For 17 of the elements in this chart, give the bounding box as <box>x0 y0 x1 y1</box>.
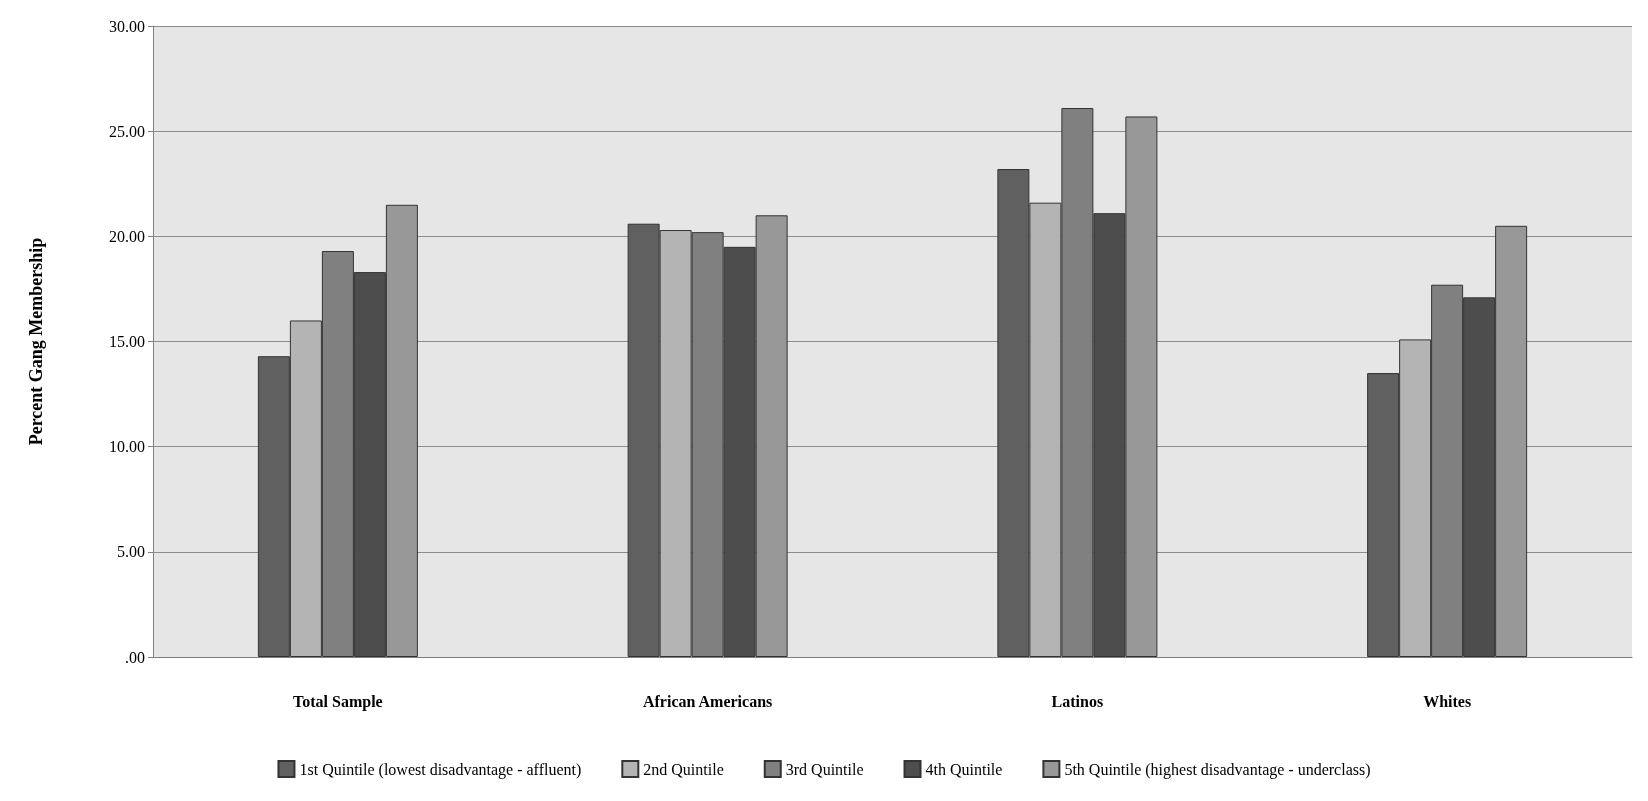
y-tick-label: .00 <box>125 648 145 666</box>
y-tick-label: 10.00 <box>109 438 145 456</box>
x-tick-label: Whites <box>1423 692 1472 710</box>
x-tick-label: African Americans <box>642 692 773 710</box>
y-tick-label: 15.00 <box>109 333 145 350</box>
legend-label: 1st Quintile (lowest disadvantage - affluent) <box>299 760 582 779</box>
x-tick-label: Total Sample <box>293 692 383 711</box>
legend-label: 2nd Quintile <box>643 760 724 778</box>
legend-label: 5th Quintile (highest disadvantage - underclass) <box>1064 760 1371 779</box>
x-tick-label: Latinos <box>1051 692 1104 710</box>
y-tick-label: 25.00 <box>109 122 145 140</box>
legend-label: 4th Quintile <box>925 760 1003 778</box>
y-tick-label: 30.00 <box>109 17 145 35</box>
y-tick-label: 5.00 <box>117 543 145 561</box>
y-tick-label: 20.00 <box>109 227 145 245</box>
legend-label: 3rd Quintile <box>785 760 864 778</box>
y-axis-title: Percent Gang Membership <box>26 237 46 446</box>
